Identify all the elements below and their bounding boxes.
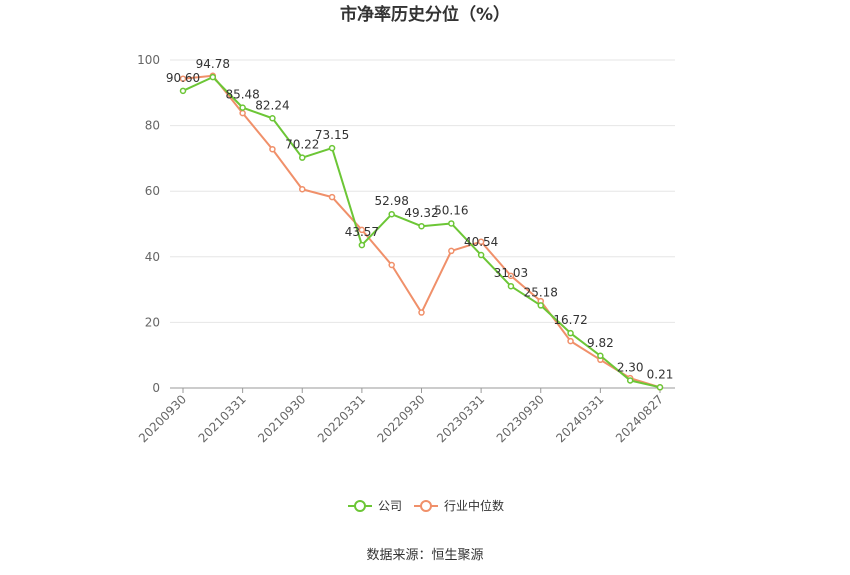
data-point[interactable] [239, 109, 246, 117]
data-label: 16.72 [553, 313, 587, 327]
x-tick-label: 20210331 [196, 392, 249, 445]
data-point[interactable] [567, 329, 574, 337]
data-point[interactable] [358, 226, 366, 234]
data-label: 85.48 [225, 88, 259, 102]
x-tick-label: 20230331 [434, 392, 487, 445]
x-tick-label: 20200930 [136, 392, 189, 445]
data-label: 9.82 [587, 336, 614, 350]
data-point[interactable] [448, 247, 455, 255]
legend-industry-swatch-marker [420, 500, 432, 512]
data-label: 49.32 [404, 206, 438, 220]
y-tick-label: 40 [145, 250, 160, 264]
x-axis: 20200930 20210331 20210930 20220331 20220930… [136, 388, 666, 445]
data-label: 70.22 [285, 138, 319, 152]
legend: 公司 行业中位数 [348, 498, 504, 513]
legend-item-company[interactable]: 公司 [348, 499, 402, 513]
data-label: 25.18 [524, 285, 558, 299]
data-point[interactable] [388, 261, 395, 269]
data-label: 43.57 [345, 225, 379, 239]
data-point[interactable] [477, 238, 485, 245]
data-label: 31.03 [494, 266, 528, 280]
series-layer [179, 72, 664, 391]
x-tick-label: 20210930 [255, 392, 308, 445]
legend-company-swatch-marker [354, 500, 366, 512]
data-point[interactable] [299, 185, 306, 193]
data-point[interactable] [567, 337, 574, 345]
data-point[interactable] [537, 302, 544, 309]
legend-company-label: 公司 [378, 499, 402, 513]
data-point[interactable] [418, 309, 425, 316]
y-tick-label: 20 [145, 315, 160, 329]
data-point[interactable] [418, 222, 425, 230]
legend-item-industry-median[interactable]: 行业中位数 [414, 498, 504, 513]
data-source-note: 数据来源：恒生聚源 [366, 548, 483, 563]
y-tick-label: 60 [145, 184, 160, 198]
data-point[interactable] [179, 75, 187, 82]
data-label: 82.24 [255, 98, 289, 112]
data-label: 73.15 [315, 128, 349, 142]
data-point[interactable] [477, 251, 485, 259]
data-point[interactable] [507, 282, 515, 290]
data-point[interactable] [448, 220, 455, 227]
data-point[interactable] [328, 193, 336, 201]
data-point[interactable] [239, 104, 246, 111]
chart-title: 市净率历史分位（%） [340, 4, 510, 25]
y-tick-label: 80 [145, 119, 160, 133]
y-tick-label: 100 [137, 53, 160, 67]
data-point[interactable] [209, 73, 217, 81]
x-tick-label: 20240827 [613, 392, 666, 445]
data-point[interactable] [388, 210, 395, 218]
x-tick-label: 20220930 [375, 392, 428, 445]
data-label: 2.30 [617, 360, 644, 374]
data-label: 52.98 [375, 194, 409, 208]
data-point[interactable] [269, 145, 276, 153]
x-tick-label: 20240331 [553, 392, 606, 445]
data-label: 0.21 [647, 367, 674, 381]
x-tick-label: 20220331 [315, 392, 368, 445]
data-label: 94.78 [196, 57, 230, 71]
data-point[interactable] [179, 87, 187, 95]
data-label: 50.16 [434, 203, 468, 217]
data-point[interactable] [269, 115, 276, 122]
legend-industry-median-label: 行业中位数 [444, 498, 504, 513]
data-point[interactable] [626, 377, 634, 384]
x-tick-label: 20230930 [494, 392, 547, 445]
data-point[interactable] [299, 154, 306, 161]
y-axis: 0 20 40 60 80 100 [137, 53, 160, 395]
data-point[interactable] [358, 241, 366, 249]
data-point[interactable] [328, 144, 336, 152]
data-point[interactable] [507, 272, 515, 280]
data-point[interactable] [656, 384, 664, 391]
data-label: 90.60 [166, 71, 200, 85]
data-point[interactable] [597, 352, 604, 360]
y-tick-label: 0 [152, 381, 160, 395]
data-label: 40.54 [464, 235, 498, 249]
series-company [179, 73, 664, 391]
